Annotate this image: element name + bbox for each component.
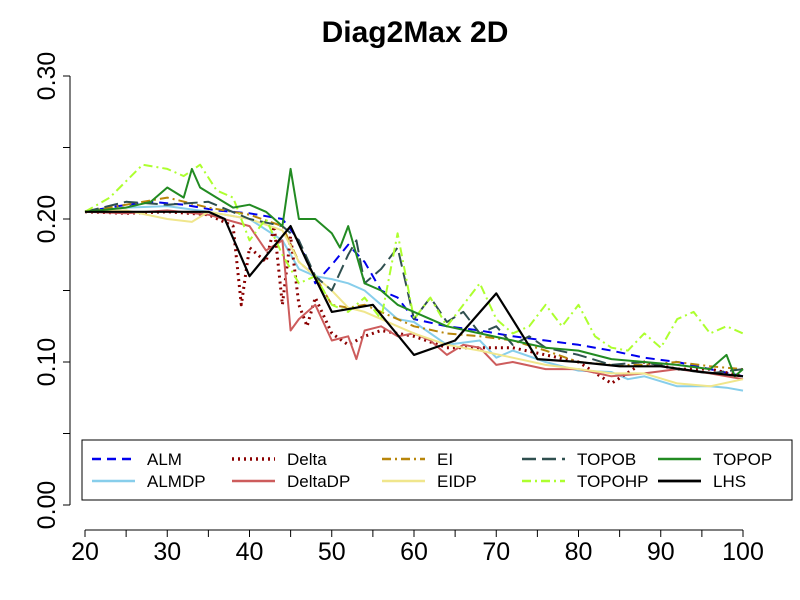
legend-label-topop: TOPOP: [713, 450, 772, 469]
y-tick-label: 0.20: [33, 195, 61, 244]
legend-label-topohp: TOPOHP: [577, 472, 648, 491]
legend-label-eidp: EIDP: [437, 472, 477, 491]
legend-label-alm: ALM: [147, 450, 182, 469]
y-tick-label: 0.30: [33, 52, 61, 101]
x-tick-label: 60: [400, 538, 428, 566]
legend-box: [81, 439, 793, 501]
legend: ALM ALMDP Delta DeltaDP EI EIDP TOPOB TOPOHP TOP…: [81, 439, 793, 501]
legend-label-ei: EI: [437, 450, 453, 469]
x-tick-label: 70: [482, 538, 510, 566]
series-line-lhs: [85, 210, 744, 378]
x-tick-label: 80: [565, 538, 593, 566]
legend-label-delta: Delta: [287, 450, 327, 469]
legend-label-deltadp: DeltaDP: [287, 472, 350, 491]
x-tick-label: 40: [236, 538, 264, 566]
series-line-topob: [84, 200, 744, 375]
series-line-topohp: [84, 163, 744, 352]
x-tick-label: 100: [722, 538, 764, 566]
series-line-topop: [84, 167, 744, 378]
x-tick-label: 50: [318, 538, 346, 566]
y-axis: 0.00 0.10 0.20 0.30: [33, 52, 70, 530]
plot-area: [84, 163, 744, 392]
x-tick-label: 90: [647, 538, 675, 566]
legend-label-lhs: LHS: [713, 472, 746, 491]
series-line-delta: [84, 210, 744, 385]
legend-label-topob: TOPOB: [577, 450, 636, 469]
x-tick-label: 30: [153, 538, 181, 566]
chart-title: Diag2Max 2D: [322, 16, 509, 49]
x-tick-label: 20: [71, 538, 99, 566]
y-tick-label: 0.10: [33, 338, 61, 387]
legend-label-almdp: ALMDP: [147, 472, 206, 491]
y-tick-label: 0.00: [33, 481, 61, 530]
x-axis: 20 30 40 50 60 70 80 90 100: [71, 530, 764, 566]
